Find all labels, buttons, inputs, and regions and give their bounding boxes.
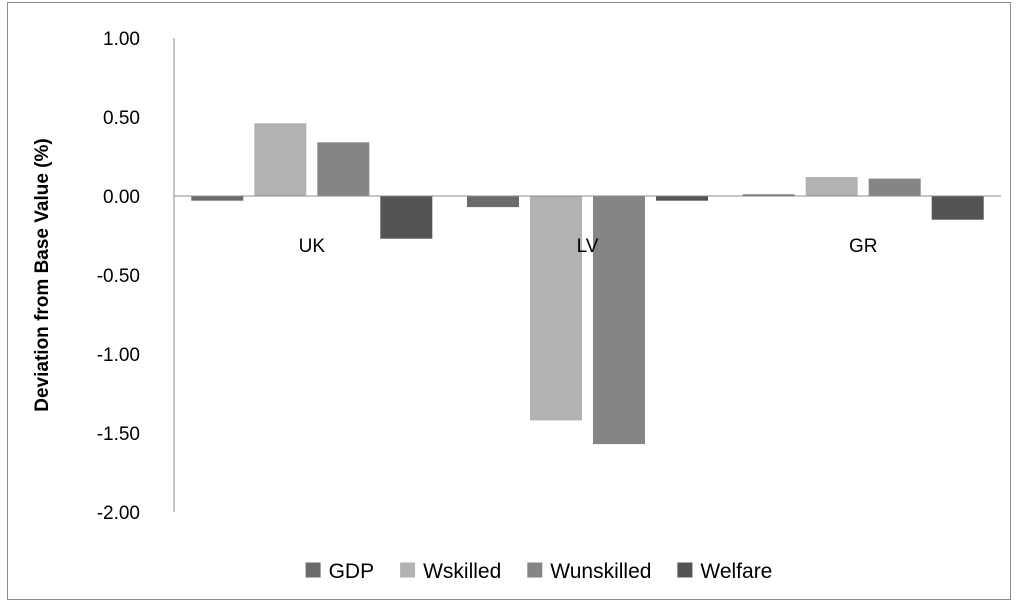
y-tick-label: 1.00 (103, 29, 140, 50)
y-tick-label: 0.50 (103, 108, 140, 129)
legend-swatch-wskilled (400, 562, 416, 578)
chart-frame: 1.00 0.50 0.00 -0.50 -1.00 -1.50 -2.00 UK LV GR … (7, 2, 1011, 600)
bar-wunskilled-uk (317, 142, 370, 196)
bar-gdp-lv (467, 196, 519, 208)
bar-wskilled-lv (530, 196, 582, 421)
bar-chart: 1.000.500.00-0.50-1.00-1.50-2.00 UK LV GR … (32, 29, 1001, 583)
y-tick-label: -2.00 (97, 503, 140, 524)
category-labels: UK LV GR (299, 236, 878, 257)
bar-wunskilled-gr (868, 178, 921, 196)
y-tick-label: -0.50 (97, 266, 140, 287)
legend-label-gdp: GDP (329, 560, 375, 583)
legend-swatch-welfare (677, 562, 693, 578)
bar-gdp-gr (742, 194, 795, 196)
category-label: UK (299, 236, 326, 257)
bar-welfare-uk (380, 196, 433, 239)
y-axis-title: Deviation from Base Value (%) (32, 138, 53, 411)
bar-wskilled-uk (254, 123, 307, 196)
legend-label-wunskilled: Wunskilled (550, 560, 651, 583)
legend-swatch-wunskilled (527, 562, 543, 578)
legend-swatch-gdp (305, 562, 321, 578)
y-tick-labels: 1.00 0.50 0.00 -0.50 -1.00 -1.50 -2.00 (97, 29, 140, 524)
bar-welfare-gr (931, 196, 984, 220)
y-tick-label: 0.00 (103, 187, 140, 208)
category-label: LV (577, 236, 599, 257)
bar-welfare-lv (656, 196, 708, 201)
y-tick-label: -1.50 (97, 424, 140, 445)
bar-gdp-uk (191, 196, 244, 201)
y-tick-label: -1.00 (97, 345, 140, 366)
legend: GDP Wskilled Wunskilled Welfare (305, 560, 772, 583)
bars-group (191, 123, 984, 445)
bar-wskilled-gr (805, 177, 858, 196)
category-label: GR (849, 236, 878, 257)
bar-wunskilled-lv (593, 196, 645, 445)
legend-label-welfare: Welfare (700, 560, 772, 583)
legend-label-wskilled: Wskilled (423, 560, 501, 583)
